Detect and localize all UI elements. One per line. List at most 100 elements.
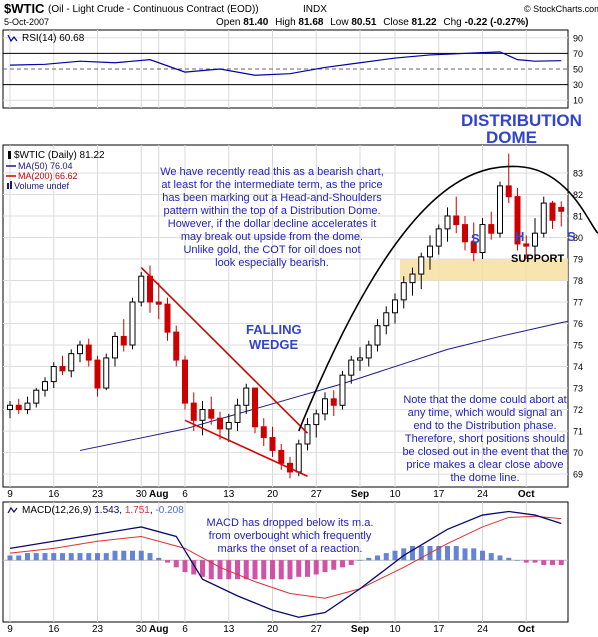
candle-body [129,301,136,346]
candle [365,340,372,367]
candle-body [182,359,188,404]
axis-layer: 99161623233030AugAug66131320202727SepSep… [7,33,583,635]
candle-body [339,374,346,406]
macd-histogram-bar [252,560,258,580]
macd-histogram-bar [42,553,48,561]
macd-histogram-bar [226,560,232,580]
candle-body [348,359,355,376]
rsi-legend-text: RSI(14) 60.68 [22,33,85,44]
candle [523,235,530,259]
wedge-upper-line [140,267,309,434]
macd-histogram-bar [130,550,135,561]
candle [199,400,206,436]
macd-line [9,510,562,618]
candle-body [33,389,40,404]
candle-body [313,413,320,426]
macd-histogram-bar [278,560,284,580]
x-tick-label: Aug [149,624,168,635]
price-tick-label: 72 [573,405,583,415]
macd-layer [7,510,564,618]
dome-note-line: end to the Distribution phase. [413,420,556,432]
candle-body [120,335,127,346]
exchange-label: INDX [303,4,327,15]
candle-body [68,353,75,372]
candle [514,188,521,251]
candle-body [138,275,145,303]
candle [155,282,162,320]
macd-histogram-bar [366,557,372,561]
price-layer [7,153,598,479]
candle-body [322,398,328,415]
macd-histogram-bar [296,560,302,577]
macd-histogram-bar [331,560,337,570]
candle [558,201,565,227]
candle-body [383,312,390,327]
price-tick-label: 70 [573,448,583,458]
candle [217,411,223,440]
dome-note-line: Therefore, short positions should [405,433,565,445]
candle-body [260,426,267,439]
candle-body [208,409,215,419]
candle-body [243,387,250,406]
chart-header: $WTIC (Oil - Light Crude - Continuous Co… [4,1,598,28]
macd-histogram-bar [156,557,162,561]
candle [252,387,258,434]
price-legend-title: $WTIC (Daily) 81.22 [14,150,105,161]
candle-body [453,215,460,226]
macd-histogram-bar [270,560,275,580]
candle-body [164,303,171,333]
candle [42,377,48,397]
candle-body [85,344,92,361]
candle [313,409,320,438]
bearish-line: at least for the intermediate term, as t… [161,179,382,191]
candle-body [479,224,486,254]
candle-body [42,381,48,391]
candle-body [409,273,416,284]
candle-body [94,359,101,389]
macd-histogram-bar [165,560,170,563]
dome-curve [298,165,598,432]
candle-body [514,196,521,245]
candle-body [392,299,398,314]
x-tick-label: Oct [518,489,535,500]
macd-histogram-bar [418,545,424,561]
candle [462,215,468,251]
macd-histogram-bar [357,560,363,561]
symbol-description: (Oil - Light Crude - Continuous Contract… [48,4,259,15]
candle [33,388,40,408]
x-tick-label: 23 [92,624,104,635]
symbol-label: $WTIC [4,1,45,16]
macd-histogram-bar [173,560,179,568]
candle [50,362,57,389]
price-tick-label: 78 [573,276,583,286]
bearish-line: Unlike gold, the COT for oil does not [183,244,360,256]
candle-body [295,443,302,473]
macd-histogram-bar [392,550,398,561]
candle [15,398,22,414]
candle-body [269,437,276,451]
falling-wedge-line1: FALLING [246,322,302,337]
macd-histogram-bar [235,560,240,580]
macd-legend: MACD(12,26,9) 1.543, 1.751, -0.208 [7,505,184,516]
macd-histogram-bar [51,553,57,561]
bearish-commentary: We have recently read this as a bearish … [160,166,384,269]
macd-histogram-bar [471,548,477,561]
macd-note-line: MACD has dropped below its m.a. [207,517,374,529]
candle [549,200,556,229]
x-tick-label: 24 [477,489,489,500]
macd-histogram-bar [103,553,109,561]
candle [418,252,425,290]
macd-histogram-bar [523,560,529,563]
macd-histogram-bar [305,560,310,577]
candle [182,355,188,410]
macd-histogram-bar [383,553,389,561]
x-tick-label: 20 [267,624,279,635]
x-tick-label: 17 [433,489,445,500]
x-tick-label: 20 [267,489,279,500]
candle-body [225,421,232,430]
rsi-tick-label: 10 [573,96,583,106]
x-tick-label: Oct [518,624,535,635]
candle [348,355,355,384]
dome-note-line: the dome line. [450,472,519,484]
macd-histogram-bar [208,560,214,580]
